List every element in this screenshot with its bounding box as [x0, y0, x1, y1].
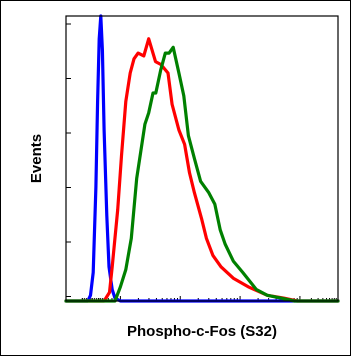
series-blue-line [64, 14, 340, 303]
x-axis-title: Phospho-c-Fos (S32) [127, 323, 277, 340]
plot-area [65, 15, 339, 302]
series-layer [64, 14, 340, 303]
series-green-line [64, 45, 340, 303]
series-red-line [64, 37, 340, 303]
axis-ticks [65, 23, 339, 301]
y-axis-title: Events [28, 134, 45, 183]
